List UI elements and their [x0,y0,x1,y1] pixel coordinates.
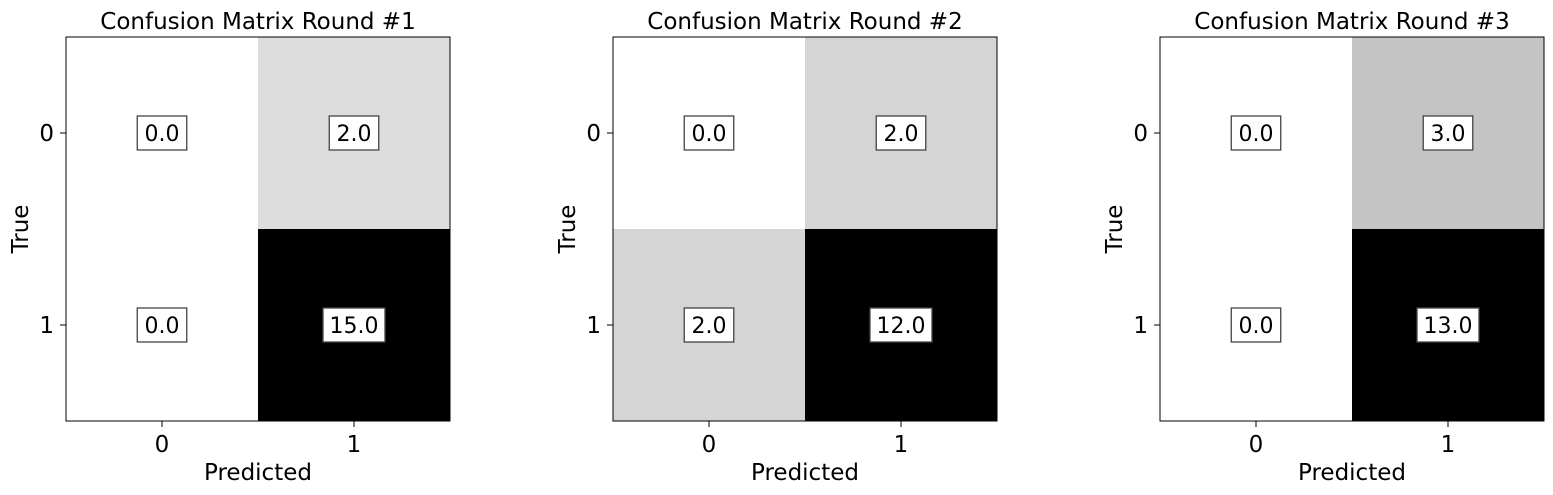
y-axis-label: True [555,205,581,255]
x-tick-label-0: 0 [155,432,170,458]
x-axis-label: Predicted [1298,460,1406,486]
x-tick-label-0: 0 [702,432,717,458]
cell-label-box-r0-c0 [136,115,188,151]
y-tick-label-1: 1 [39,313,54,339]
cell-value-label-r0-c0: 0.0 [1239,122,1274,147]
cell-label-box-r1-c0 [1230,307,1282,343]
cell-label-box-r0-c0 [1230,115,1282,151]
plot-frame [612,36,998,422]
cell-value-label-r1-c0: 0.0 [145,314,180,339]
x-tick-label-0: 0 [1249,432,1264,458]
confusion-matrix-panel-3: 0.0 3.0 0.0 13.0 0 1 0 1 Confusion Matrix Round … [1102,9,1545,486]
cell-label-box-r0-c1 [328,115,380,151]
cell-label-box-r1-c1 [1416,307,1480,343]
confusion-matrix-panel-2: 0.0 2.0 2.0 12.0 0 1 0 1 Confusion Matrix Round … [555,9,998,486]
x-axis-label: Predicted [204,460,312,486]
cell-label-box-r0-c1 [875,115,927,151]
y-axis-label: True [8,205,34,255]
x-tick-label-1: 1 [1441,432,1456,458]
y-tick-label-0: 0 [39,121,54,147]
plot-frame [1159,36,1545,422]
cell-value-label-r1-c1: 15.0 [330,314,379,339]
cell-value-label-r0-c1: 2.0 [884,122,919,147]
x-axis-label: Predicted [751,460,859,486]
cell-label-box-r1-c1 [869,307,933,343]
x-tick-label-1: 1 [894,432,909,458]
cell-label-box-r0-c1 [1422,115,1474,151]
x-tick-label-1: 1 [347,432,362,458]
chart-title: Confusion Matrix Round #3 [1194,9,1509,35]
y-tick-label-1: 1 [586,313,601,339]
cell-value-label-r1-c1: 13.0 [1424,314,1473,339]
chart-title: Confusion Matrix Round #2 [647,9,962,35]
cell-label-box-r0-c0 [683,115,735,151]
cell-label-box-r1-c1 [322,307,386,343]
plot-frame [65,36,451,422]
cell-value-label-r0-c0: 0.0 [145,122,180,147]
cell-value-label-r1-c0: 0.0 [1239,314,1274,339]
y-tick-label-0: 0 [586,121,601,147]
cell-label-box-r1-c0 [683,307,735,343]
y-axis-label: True [1102,205,1128,255]
cell-value-label-r1-c1: 12.0 [877,314,926,339]
y-tick-label-0: 0 [1133,121,1148,147]
cell-label-box-r1-c0 [136,307,188,343]
cell-value-label-r1-c0: 2.0 [692,314,727,339]
y-tick-label-1: 1 [1133,313,1148,339]
cell-value-label-r0-c1: 3.0 [1431,122,1466,147]
confusion-matrix-panel-1: 0.0 2.0 0.0 15.0 0 1 0 1 Confusion Matrix Round … [8,9,451,486]
cell-value-label-r0-c1: 2.0 [337,122,372,147]
cell-value-label-r0-c0: 0.0 [692,122,727,147]
chart-title: Confusion Matrix Round #1 [100,9,415,35]
